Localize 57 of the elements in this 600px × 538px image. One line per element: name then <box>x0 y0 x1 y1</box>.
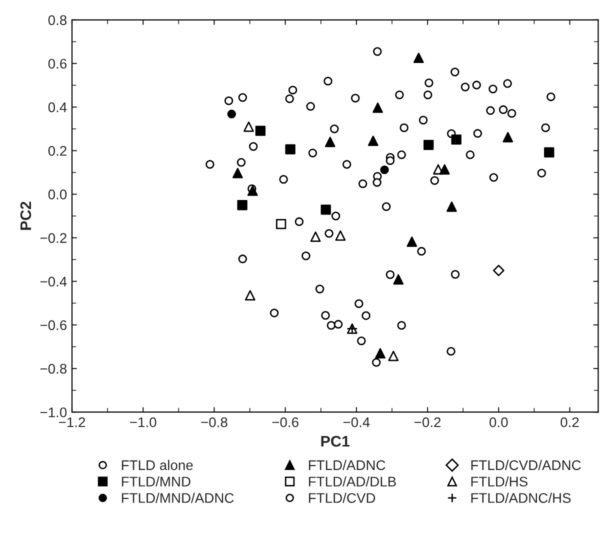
legend-label: FTLD/MND <box>122 476 190 487</box>
x-tick-label: −1.2 <box>58 417 86 428</box>
y-axis-title: PC2 <box>20 202 32 230</box>
legend-label: FTLD/HS <box>471 476 528 487</box>
point <box>492 264 504 276</box>
point <box>544 147 554 158</box>
y-tick-label: −1.0 <box>40 407 67 418</box>
y-tick-label: 0.6 <box>48 58 67 69</box>
point <box>393 274 404 285</box>
legend-label: FTLD alone <box>122 460 193 470</box>
x-tick-label: 0.2 <box>560 417 579 428</box>
x-axis-title: PC1 <box>321 436 350 447</box>
point <box>320 204 331 215</box>
point <box>375 348 386 358</box>
point <box>335 230 346 241</box>
point <box>285 144 296 154</box>
y-tick-label: −0.8 <box>40 364 67 374</box>
point <box>255 126 266 136</box>
point <box>451 134 462 145</box>
point <box>413 52 424 64</box>
point <box>446 201 457 212</box>
y-tick-label: 0.0 <box>48 190 67 200</box>
y-tick-label: 0.4 <box>48 102 67 112</box>
point <box>310 232 321 242</box>
point <box>244 121 254 132</box>
point <box>237 200 248 210</box>
point <box>244 290 256 301</box>
x-tick-label: −0.2 <box>414 417 441 428</box>
point <box>276 218 286 230</box>
y-tick-label: −0.2 <box>40 233 66 243</box>
legend-label: FTLD/CVD <box>308 492 376 503</box>
x-tick-label: −0.4 <box>343 417 370 428</box>
point <box>372 102 383 113</box>
point <box>247 186 258 196</box>
legend-label: FTLD/ADNC/HS <box>471 492 571 503</box>
point <box>368 136 378 146</box>
x-tick-label: 0.0 <box>490 417 508 428</box>
y-tick-label: −0.4 <box>40 276 67 287</box>
x-tick-label: −0.8 <box>201 417 228 428</box>
point <box>232 168 243 178</box>
legend-label: FTLD/CVD/ADNC <box>471 460 581 470</box>
y-tick-label: −0.6 <box>40 320 67 330</box>
legend-label: FTLD/AD/DLB <box>308 476 396 487</box>
point <box>439 164 450 175</box>
y-tick-label: 0.8 <box>48 15 67 26</box>
point <box>502 132 514 142</box>
legend-label: FTLD/ADNC <box>308 460 386 470</box>
point <box>388 350 399 362</box>
point <box>227 110 236 118</box>
x-tick-label: −0.6 <box>272 417 298 428</box>
point <box>424 140 434 150</box>
point <box>406 236 418 247</box>
point <box>380 165 389 174</box>
legend-label: FTLD/MND/ADNC <box>122 492 234 503</box>
point <box>324 136 336 148</box>
y-tick-label: 0.2 <box>48 146 66 156</box>
x-tick-label: −1.0 <box>130 417 156 428</box>
